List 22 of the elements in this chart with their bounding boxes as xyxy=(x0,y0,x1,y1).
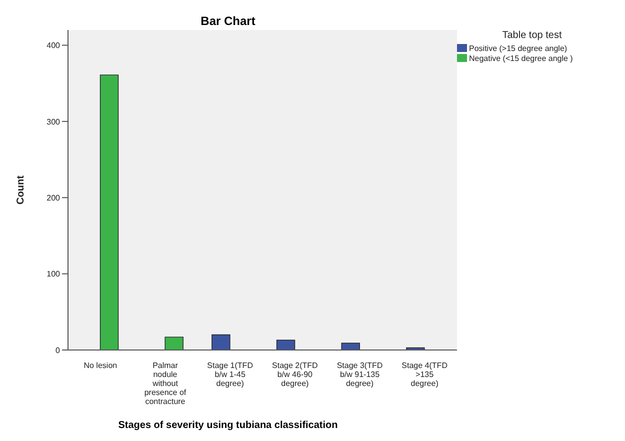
x-tick-label: Stage 2(TFD b/w 46-90 degree) xyxy=(272,361,318,388)
x-axis-title: Stages of severity using tubiana classification xyxy=(117,420,339,431)
x-tick-label: No lesion xyxy=(84,361,118,370)
x-tick-label: Palmar nodule without presence of contracture xyxy=(144,361,187,406)
bar xyxy=(164,336,184,350)
bar xyxy=(100,74,119,350)
bar xyxy=(212,334,230,350)
bar xyxy=(341,342,360,350)
bar xyxy=(276,340,296,350)
y-tick-label: 100 xyxy=(46,270,61,279)
y-tick-label: 200 xyxy=(46,193,61,202)
x-tick-label: Stage 4(TFD >135 degree) xyxy=(402,361,448,388)
legend-title: Table top test xyxy=(501,30,563,41)
x-tick-label: Stage 1(TFD b/w 1-45 degree) xyxy=(207,361,254,388)
chart-title: Bar Chart xyxy=(200,14,256,28)
y-tick-label: 400 xyxy=(46,41,61,50)
legend-label: Negative (<15 degree angle ) xyxy=(469,54,573,63)
y-tick-label: 0 xyxy=(56,346,61,355)
x-tick-label: Stage 3(TFD b/w 91-135 degree) xyxy=(336,361,383,388)
y-axis-title: Count xyxy=(16,174,27,204)
y-tick-label: 300 xyxy=(46,117,61,126)
legend-label: Positive (>15 degree angle) xyxy=(469,44,568,53)
